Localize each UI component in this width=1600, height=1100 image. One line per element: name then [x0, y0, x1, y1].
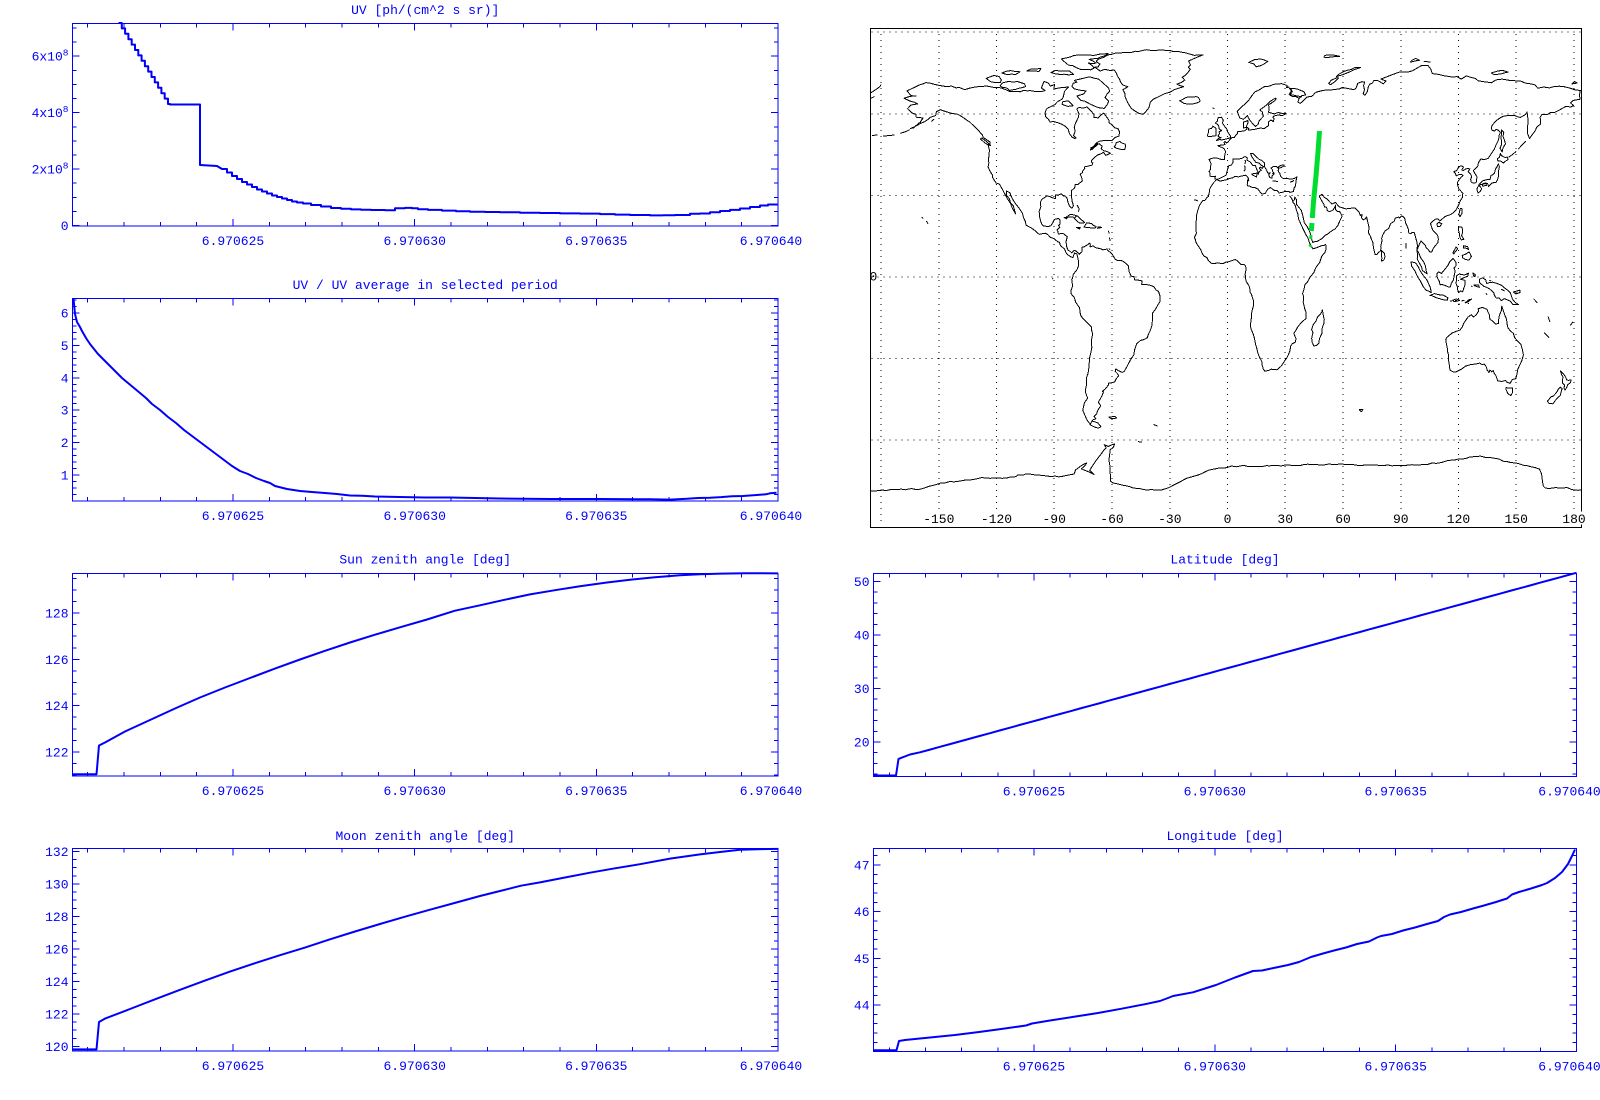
- svg-text:120: 120: [1447, 512, 1470, 527]
- svg-text:50: 50: [854, 575, 870, 590]
- svg-text:122: 122: [45, 745, 68, 760]
- svg-text:6.970635: 6.970635: [565, 509, 627, 524]
- svg-text:47: 47: [854, 859, 870, 874]
- svg-text:Moon zenith angle [deg]: Moon zenith angle [deg]: [335, 829, 514, 844]
- svg-text:128: 128: [45, 910, 68, 925]
- svg-text:6.970635: 6.970635: [1364, 785, 1426, 800]
- svg-text:Sun zenith angle [deg]: Sun zenith angle [deg]: [339, 553, 511, 568]
- svg-text:6.970630: 6.970630: [383, 784, 445, 799]
- svg-text:60: 60: [1335, 512, 1351, 527]
- svg-text:6.970635: 6.970635: [565, 234, 627, 249]
- svg-text:44: 44: [854, 999, 870, 1014]
- svg-text:6.970625: 6.970625: [202, 784, 264, 799]
- svg-text:126: 126: [45, 943, 68, 958]
- svg-text:45: 45: [854, 952, 870, 967]
- svg-text:-60: -60: [1100, 512, 1123, 527]
- svg-text:40: 40: [854, 629, 870, 644]
- svg-text:1: 1: [61, 469, 69, 484]
- svg-text:132: 132: [45, 845, 68, 860]
- svg-text:126: 126: [45, 653, 68, 668]
- svg-text:6.970630: 6.970630: [383, 1059, 445, 1074]
- svg-text:UV / UV average in selected pe: UV / UV average in selected period: [293, 278, 558, 293]
- svg-text:6.970640: 6.970640: [1538, 785, 1600, 800]
- svg-text:Latitude [deg]: Latitude [deg]: [1170, 553, 1279, 568]
- svg-text:180: 180: [1562, 512, 1585, 527]
- svg-text:46: 46: [854, 905, 870, 920]
- svg-text:-90: -90: [1042, 512, 1065, 527]
- svg-text:6.970635: 6.970635: [565, 784, 627, 799]
- svg-text:Longitude [deg]: Longitude [deg]: [1166, 829, 1283, 844]
- svg-text:3: 3: [61, 404, 69, 419]
- svg-text:128: 128: [45, 607, 68, 622]
- svg-text:150: 150: [1504, 512, 1527, 527]
- svg-text:6.970635: 6.970635: [565, 1059, 627, 1074]
- svg-text:30: 30: [854, 682, 870, 697]
- svg-text:6x108: 6x108: [32, 48, 69, 65]
- svg-text:6.970640: 6.970640: [740, 234, 802, 249]
- svg-text:130: 130: [45, 878, 68, 893]
- svg-text:90: 90: [1393, 512, 1409, 527]
- svg-text:30: 30: [1277, 512, 1293, 527]
- svg-text:6.970630: 6.970630: [383, 234, 445, 249]
- svg-text:0: 0: [870, 270, 878, 285]
- svg-text:122: 122: [45, 1008, 68, 1023]
- svg-text:6.970630: 6.970630: [383, 509, 445, 524]
- svg-text:124: 124: [45, 975, 69, 990]
- svg-text:6.970625: 6.970625: [202, 1059, 264, 1074]
- svg-text:UV [ph/(cm^2 s sr)]: UV [ph/(cm^2 s sr)]: [351, 3, 499, 18]
- svg-text:6.970625: 6.970625: [1003, 785, 1065, 800]
- svg-text:6.970640: 6.970640: [740, 1059, 802, 1074]
- svg-text:-150: -150: [923, 512, 954, 527]
- svg-text:6.970630: 6.970630: [1184, 1060, 1246, 1075]
- svg-text:-30: -30: [1158, 512, 1181, 527]
- svg-text:6.970640: 6.970640: [1538, 1060, 1600, 1075]
- svg-text:20: 20: [854, 736, 870, 751]
- svg-text:6.970625: 6.970625: [1003, 1060, 1065, 1075]
- svg-text:4x108: 4x108: [32, 104, 69, 121]
- svg-text:0: 0: [61, 219, 69, 234]
- svg-text:2x108: 2x108: [32, 161, 69, 178]
- svg-text:4: 4: [61, 371, 69, 386]
- svg-text:6.970625: 6.970625: [202, 509, 264, 524]
- svg-text:6.970630: 6.970630: [1184, 785, 1246, 800]
- svg-text:0: 0: [1224, 512, 1232, 527]
- svg-text:124: 124: [45, 699, 69, 714]
- svg-text:5: 5: [61, 339, 69, 354]
- svg-text:6.970635: 6.970635: [1364, 1060, 1426, 1075]
- svg-text:6.970625: 6.970625: [202, 234, 264, 249]
- svg-text:-120: -120: [981, 512, 1012, 527]
- svg-text:2: 2: [61, 436, 69, 451]
- svg-text:6.970640: 6.970640: [740, 509, 802, 524]
- svg-text:6.970640: 6.970640: [740, 784, 802, 799]
- svg-text:6: 6: [61, 307, 69, 322]
- svg-text:120: 120: [45, 1040, 68, 1055]
